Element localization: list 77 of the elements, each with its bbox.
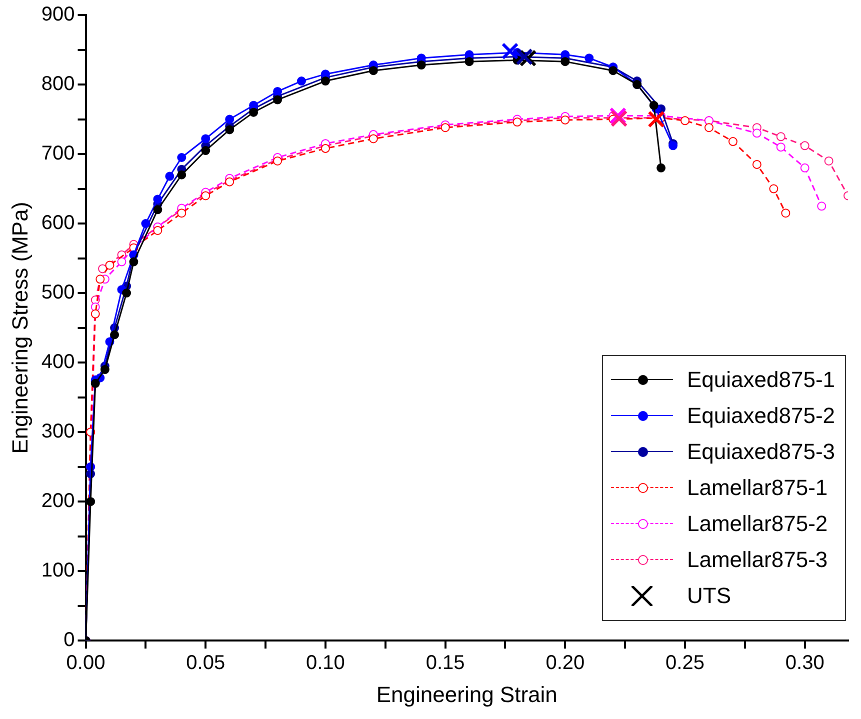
point	[416, 60, 426, 70]
y-tick-label: 900	[41, 4, 75, 26]
point	[817, 202, 826, 211]
point	[649, 100, 658, 110]
point	[177, 170, 186, 180]
point	[296, 76, 306, 86]
point	[201, 146, 210, 156]
point	[680, 116, 690, 126]
point	[769, 184, 778, 194]
point	[165, 172, 174, 181]
point	[273, 86, 282, 96]
y-tick-label: 0	[64, 629, 75, 652]
y-tick-label: 700	[41, 142, 75, 165]
x-tick-label: 0.20	[546, 652, 585, 674]
point	[100, 365, 110, 374]
point	[464, 57, 474, 66]
x-tick-label: 0.05	[186, 652, 226, 674]
point	[728, 137, 738, 146]
x-tick-label: 0.15	[426, 652, 465, 674]
point	[86, 497, 96, 506]
x-tick-label: 0.00	[66, 652, 106, 674]
y-tick-label: 100	[41, 560, 75, 582]
point	[648, 110, 665, 128]
point	[368, 134, 378, 144]
point	[153, 205, 162, 214]
point	[225, 125, 234, 134]
point	[249, 108, 258, 117]
legend-label: UTS	[687, 582, 731, 609]
x-tick-label: 0.30	[785, 652, 824, 674]
point	[320, 144, 330, 153]
legend-label: Lamellar875-3	[687, 546, 828, 573]
point	[96, 274, 105, 284]
y-tick-label: 200	[41, 490, 75, 512]
point	[141, 219, 150, 228]
point	[752, 160, 762, 169]
point	[608, 66, 618, 76]
point	[117, 257, 126, 266]
point	[90, 309, 100, 318]
point	[752, 128, 762, 138]
point	[776, 142, 786, 152]
legend-label: Lamellar875-1	[687, 474, 828, 501]
point	[776, 132, 786, 142]
point	[800, 163, 810, 172]
point	[781, 208, 790, 218]
point	[122, 288, 132, 298]
point	[824, 156, 834, 166]
point	[153, 226, 162, 235]
point	[129, 257, 138, 266]
y-tick-label: 300	[41, 420, 75, 443]
point	[610, 110, 628, 128]
point	[153, 194, 162, 204]
x-axis-title: Engineering Strain	[376, 682, 558, 707]
point	[368, 66, 378, 76]
point	[656, 163, 666, 172]
point	[800, 141, 810, 150]
x-tick-label: 0.10	[306, 652, 345, 674]
x-tick-label: 0.25	[666, 652, 704, 674]
point	[560, 57, 570, 66]
point	[584, 54, 594, 63]
y-tick-label: 600	[41, 212, 75, 234]
point	[110, 330, 120, 340]
legend-label: Lamellar875-2	[687, 510, 828, 537]
point	[225, 114, 234, 124]
point	[105, 260, 114, 270]
y-tick-label: 800	[41, 73, 75, 96]
point	[273, 95, 282, 104]
point	[201, 134, 210, 144]
legend-label: Equiaxed875-3	[687, 438, 836, 465]
point	[704, 123, 714, 132]
y-tick-label: 400	[41, 351, 75, 374]
legend-label: Equiaxed875-2	[687, 402, 836, 429]
point	[177, 208, 186, 218]
point	[320, 76, 330, 86]
point	[177, 153, 186, 162]
y-tick-label: 500	[41, 282, 75, 304]
legend-label: Equiaxed875-1	[687, 366, 836, 393]
y-axis-title: Engineering Stress (MPa)	[7, 202, 32, 454]
